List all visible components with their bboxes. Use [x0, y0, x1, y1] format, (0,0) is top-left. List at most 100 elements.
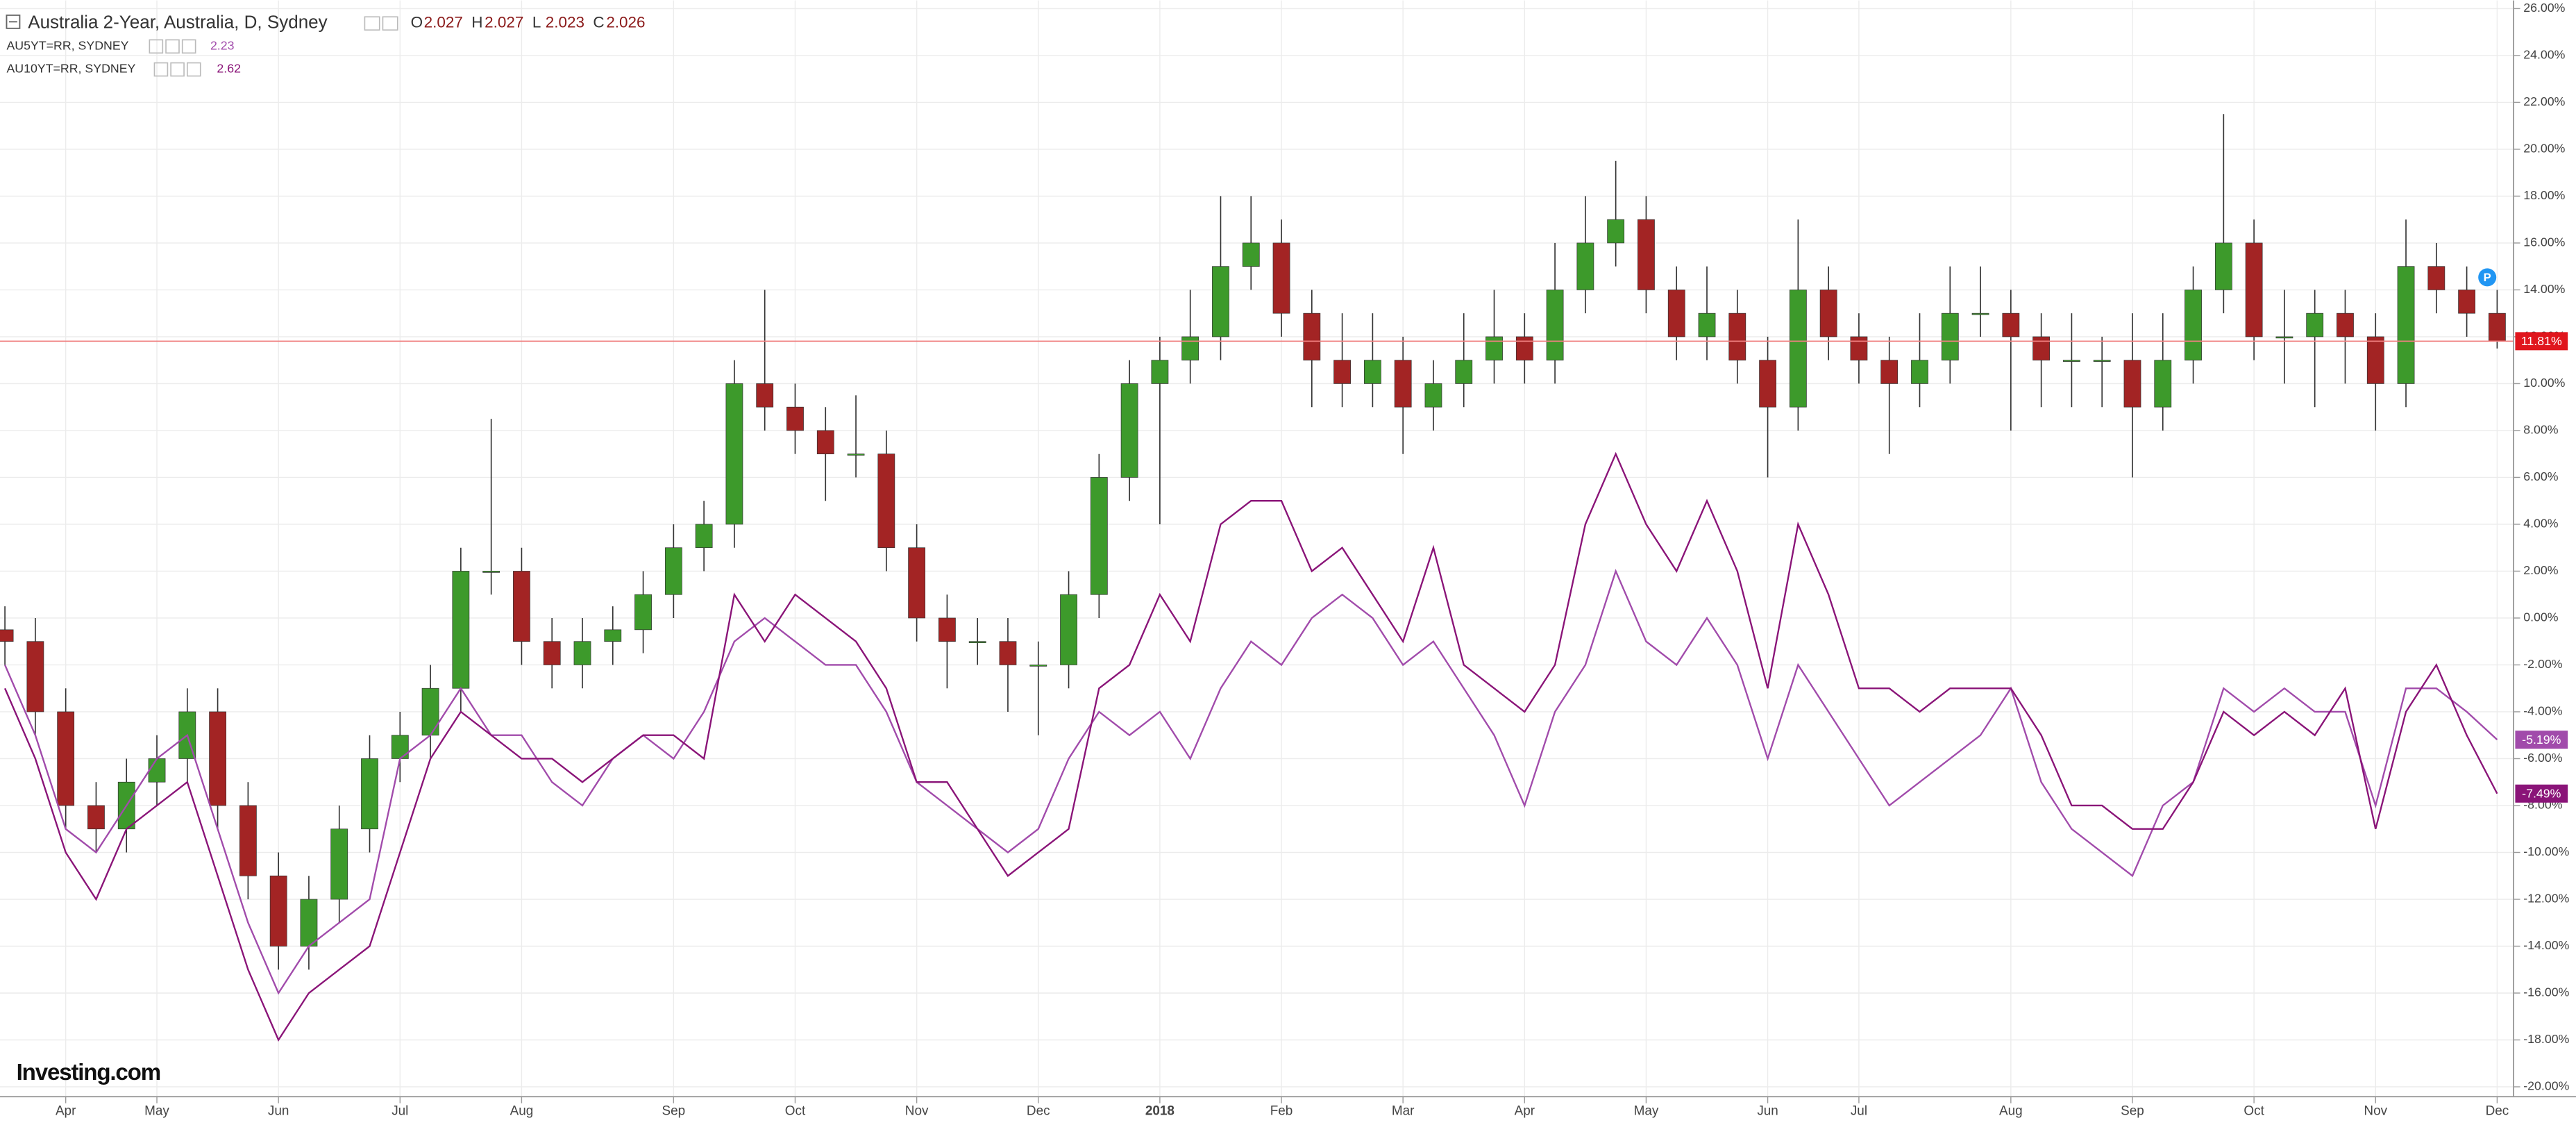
x-tick-label: Jun [1757, 1103, 1778, 1118]
candle-body [756, 383, 774, 408]
price-label: 11.81% [2521, 334, 2562, 348]
y-tick-label: 26.00% [2523, 1, 2565, 15]
candle-body [2366, 336, 2384, 384]
candle-body [1971, 312, 1989, 315]
quote-value: 2.027 [485, 14, 523, 31]
badge-circle[interactable] [2478, 268, 2497, 287]
quote-label: C [593, 14, 604, 31]
candle-body [452, 571, 470, 689]
candle-body [300, 899, 318, 947]
candle-body [361, 758, 378, 830]
candle-body [1789, 290, 1807, 408]
legend-name: AU10YT=RR, SYDNEY [6, 62, 135, 76]
candle-body [2123, 360, 2141, 408]
candle-body [2032, 336, 2051, 361]
candle-body [908, 547, 926, 619]
candle-body [1242, 242, 1260, 267]
plot [0, 114, 2514, 1042]
candle-body [1819, 290, 1837, 338]
candle-body [1880, 360, 1899, 384]
candle-body [877, 453, 895, 549]
line [4, 451, 2498, 1042]
candle-body [664, 547, 682, 595]
y-tick-label: -4.00% [2523, 704, 2562, 718]
candle-body [2306, 312, 2324, 338]
y-tick-label: -14.00% [2523, 938, 2569, 952]
legend-button[interactable] [149, 39, 164, 54]
candle-body [1090, 477, 1108, 595]
x-tick-label: Aug [1999, 1103, 2023, 1118]
candle-body [1181, 336, 1199, 361]
candle-body [1515, 336, 1533, 361]
quote-value: 2.026 [606, 14, 645, 31]
y-tick-label: 4.00% [2523, 517, 2559, 531]
y-tick-label: 14.00% [2523, 282, 2565, 296]
candle-body [2337, 312, 2354, 338]
y-tick-label: 24.00% [2523, 48, 2565, 62]
candle-body [330, 828, 348, 900]
price-label-bg [2515, 731, 2568, 749]
legend-button[interactable] [364, 16, 380, 31]
candle-body [1759, 360, 1776, 408]
price-label: -5.19% [2522, 733, 2561, 747]
legend-title: Australia 2-Year, Australia, D, Sydney [28, 12, 327, 33]
y-tick-label: -6.00% [2523, 751, 2562, 765]
legend-button[interactable] [165, 39, 180, 54]
x-tick-label: Aug [510, 1103, 534, 1118]
candle-body [1941, 312, 1959, 361]
candle-body [1698, 312, 1716, 338]
collapse-icon[interactable] [6, 14, 21, 29]
x-tick-label: Sep [662, 1103, 686, 1118]
x-tick-label: May [144, 1103, 169, 1118]
candle-body [1728, 312, 1746, 361]
legend-button[interactable] [186, 62, 201, 77]
badge[interactable]: P [2478, 268, 2497, 287]
x-tick-label: Feb [1270, 1103, 1293, 1118]
legend: Australia 2-Year, Australia, D, Sydney O 2… [6, 12, 646, 77]
axes: 26.00% 24.00% 22.00% 20.00% 18.00% 16.00% 14.0… [56, 1, 2570, 1118]
x-tick-label: Dec [1027, 1103, 1050, 1118]
candle-body [1911, 360, 1928, 384]
quote-value: 2.027 [424, 14, 463, 31]
x-tick-label: Dec [2486, 1103, 2509, 1118]
candle-body [604, 629, 622, 642]
candle-body [938, 617, 956, 642]
candle-body [1638, 219, 1655, 290]
candle-body [1455, 360, 1473, 384]
candle-body [87, 805, 105, 830]
grid [0, 0, 2514, 1097]
y-tick-label: 22.00% [2523, 94, 2565, 108]
legend-button[interactable] [181, 39, 196, 54]
legend-button[interactable] [153, 62, 169, 77]
y-tick-label: 8.00% [2523, 423, 2559, 437]
x-tick-label: May [1634, 1103, 1659, 1118]
y-tick-label: 18.00% [2523, 188, 2565, 202]
candle-body [725, 383, 743, 525]
badge-text[interactable]: P [2484, 271, 2491, 284]
legend-value: 2.23 [210, 39, 235, 53]
quote-value: 2.023 [546, 14, 584, 31]
y-tick-label: 2.00% [2523, 563, 2559, 577]
y-tick-label: 16.00% [2523, 235, 2565, 249]
x-tick-label: Nov [2364, 1103, 2387, 1118]
candle-body [2245, 242, 2263, 338]
candle-body [1333, 360, 1351, 384]
legend-value: 2.62 [217, 62, 241, 76]
line [4, 569, 2498, 995]
y-tick-label: 20.00% [2523, 142, 2565, 156]
candle-body [847, 453, 865, 456]
candle-body [209, 711, 226, 806]
candle-body [2458, 290, 2476, 314]
candle-body [269, 875, 287, 947]
candle-body [2154, 360, 2172, 408]
legend-button[interactable] [170, 62, 185, 77]
price-label: -7.49% [2522, 787, 2561, 801]
legend-button[interactable] [382, 16, 398, 31]
candle-body [543, 641, 561, 665]
candle-body [1120, 383, 1138, 478]
candle-body [2063, 360, 2080, 362]
candle-body [1667, 290, 1685, 338]
candle-body [1424, 383, 1442, 408]
